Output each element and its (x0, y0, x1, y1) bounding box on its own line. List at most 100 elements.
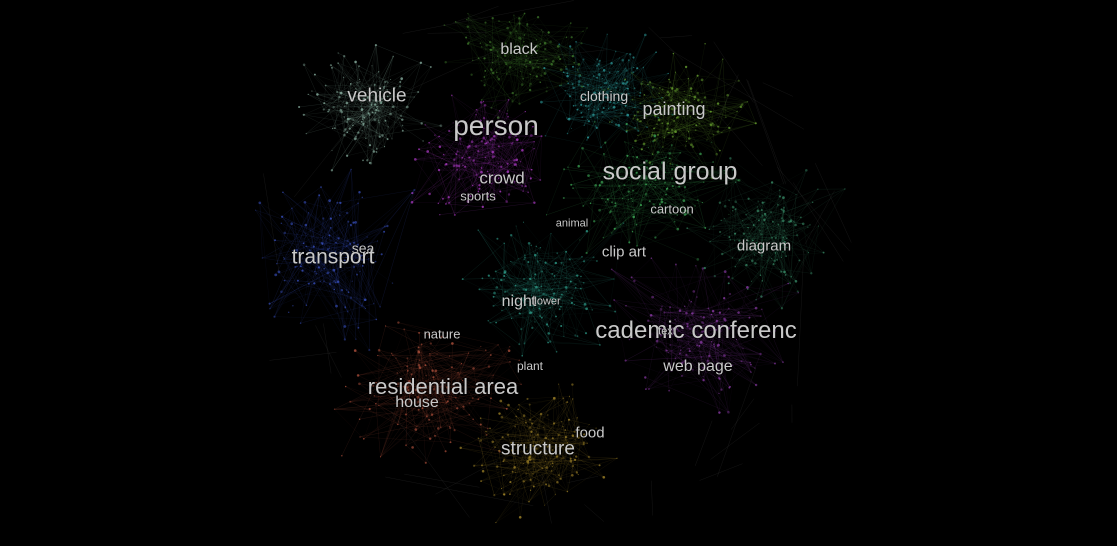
label-social-group[interactable]: social group (602, 157, 738, 186)
network-edge (648, 147, 688, 212)
label-academic-conference[interactable]: cademic conferenc (595, 317, 797, 344)
network-node (524, 185, 527, 188)
network-node (358, 382, 361, 386)
label-clothing[interactable]: clothing (579, 88, 629, 104)
label-residential-area[interactable]: residential area (367, 374, 519, 399)
label-sports[interactable]: sports (460, 188, 496, 204)
label-nature[interactable]: nature (423, 326, 461, 342)
network-edge (661, 169, 728, 203)
label-diagram[interactable]: diagram (736, 237, 792, 255)
network-edge (492, 135, 517, 153)
network-node (506, 73, 508, 75)
network-edge (376, 146, 385, 150)
network-node (796, 290, 799, 293)
network-node (493, 277, 495, 280)
network-node (622, 222, 625, 225)
network-edge (772, 182, 797, 195)
network-node (728, 292, 732, 296)
network-edge (587, 114, 628, 120)
network-edge (684, 306, 720, 394)
network-edge (411, 142, 487, 203)
network-node (454, 405, 456, 407)
network-node (343, 55, 346, 58)
label-plant[interactable]: plant (516, 359, 544, 373)
network-node (589, 202, 592, 205)
network-edge (672, 129, 719, 132)
network-edge (649, 82, 687, 142)
network-edge (418, 332, 421, 368)
label-black[interactable]: black (500, 41, 538, 58)
label-person[interactable]: person (453, 110, 539, 141)
network-edge (377, 354, 491, 356)
label-crowd[interactable]: crowd (479, 168, 525, 188)
network-edge (418, 401, 474, 420)
network-node (529, 418, 531, 421)
network-edge (663, 115, 690, 139)
network-edge (375, 44, 431, 68)
label-vehicle[interactable]: vehicle (347, 85, 407, 107)
network-node (375, 402, 377, 405)
network-node (344, 120, 346, 122)
network-node (590, 94, 593, 97)
network-edge (697, 75, 714, 126)
network-edge (729, 169, 733, 238)
network-node (782, 361, 784, 364)
label-painting[interactable]: painting (642, 99, 706, 119)
label-web-page[interactable]: web page (663, 358, 733, 375)
network-edge (281, 224, 306, 292)
network-edge (454, 127, 485, 160)
network-edge (575, 82, 607, 106)
network-node (386, 80, 388, 82)
network-edge (467, 43, 523, 46)
network-node (522, 288, 526, 291)
network-edge (722, 233, 762, 255)
network-edge (658, 152, 681, 153)
network-node (585, 230, 589, 233)
network-node (413, 158, 417, 161)
network-edge (505, 13, 525, 63)
network-edge (314, 74, 383, 136)
network-node (625, 304, 627, 307)
network-node (632, 117, 635, 120)
label-cartoon[interactable]: cartoon (650, 201, 694, 217)
network-edge (374, 119, 389, 128)
network-node (721, 131, 723, 134)
network-edge (262, 203, 359, 259)
network-edge (789, 221, 804, 224)
label-structure[interactable]: structure (501, 438, 575, 460)
network-edge (448, 171, 508, 198)
network-edge (391, 353, 397, 359)
network-edge (355, 61, 367, 139)
network-edge (320, 187, 374, 304)
network-edge (401, 368, 474, 400)
network-edge (709, 169, 733, 230)
network-node (493, 291, 496, 295)
network-node (580, 111, 583, 114)
network-edge (621, 80, 625, 114)
label-animal[interactable]: animal (555, 217, 589, 230)
network-edge (625, 360, 720, 394)
label-text[interactable]: text (658, 325, 676, 338)
network-edge (713, 123, 756, 135)
label-food[interactable]: food (575, 424, 605, 442)
network-node (653, 134, 657, 138)
network-node (713, 345, 715, 348)
label-transport[interactable]: transport (291, 245, 375, 269)
network-node (626, 195, 628, 197)
label-house[interactable]: house (395, 394, 439, 411)
network-edge (624, 79, 668, 124)
network-edge (719, 271, 726, 413)
network-edge (335, 203, 359, 243)
label-clip-art[interactable]: clip art (601, 243, 647, 261)
network-node (540, 285, 543, 288)
network-node (700, 315, 703, 318)
network-edge (468, 17, 539, 43)
network-edge (586, 88, 629, 141)
network-edge (762, 226, 808, 246)
network-edge (652, 123, 663, 155)
network-edge (492, 18, 546, 44)
network-edge (418, 149, 460, 180)
label-flower[interactable]: flower (531, 295, 561, 308)
